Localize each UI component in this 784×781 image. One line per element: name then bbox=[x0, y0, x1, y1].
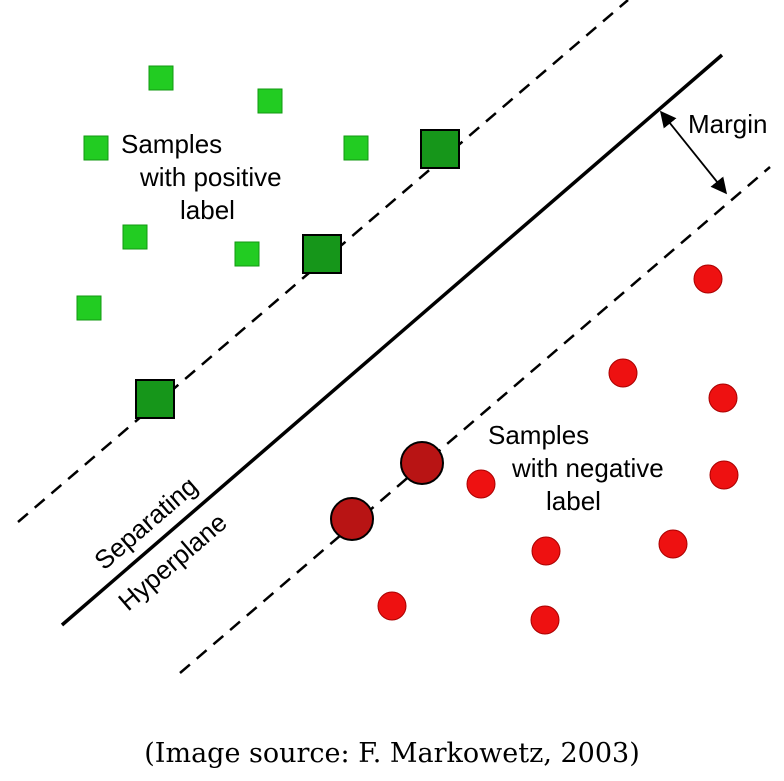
image-source-caption: (Image source: F. Markowetz, 2003) bbox=[144, 738, 639, 769]
positive-sample bbox=[234, 241, 260, 267]
negative-margin-line bbox=[179, 166, 771, 674]
negative-support-vector bbox=[330, 497, 374, 541]
positive-sample bbox=[122, 224, 148, 250]
separating-hyperplane-line bbox=[60, 53, 724, 627]
positive-sample bbox=[257, 88, 283, 114]
negative-sample bbox=[377, 591, 407, 621]
positive-label-line1: Samples bbox=[121, 129, 222, 159]
margin-label: Margin bbox=[688, 109, 767, 139]
positive-label-line2: with positive bbox=[139, 162, 282, 192]
negative-label: Samples with negative label bbox=[488, 420, 671, 516]
positive-support-vector bbox=[302, 234, 342, 274]
negative-label-line2: with negative bbox=[511, 453, 664, 483]
negative-sample bbox=[530, 605, 560, 635]
negative-support-vector bbox=[400, 441, 444, 485]
negative-sample bbox=[709, 460, 739, 490]
negative-label-line3: label bbox=[546, 486, 601, 516]
negative-label-line1: Samples bbox=[488, 420, 589, 450]
positive-sample bbox=[343, 135, 369, 161]
positive-label-line3: label bbox=[180, 195, 235, 225]
negative-sample bbox=[466, 469, 496, 499]
negative-samples bbox=[330, 264, 739, 635]
positive-sample bbox=[76, 295, 102, 321]
positive-samples bbox=[76, 65, 460, 419]
positive-support-vector bbox=[135, 379, 175, 419]
margin-arrow bbox=[659, 110, 728, 195]
negative-sample bbox=[708, 383, 738, 413]
positive-label: Samples with positive label bbox=[121, 129, 289, 225]
negative-sample bbox=[608, 358, 638, 388]
positive-sample bbox=[83, 135, 109, 161]
negative-sample bbox=[531, 536, 561, 566]
positive-support-vector bbox=[420, 129, 460, 169]
positive-sample bbox=[148, 65, 174, 91]
negative-sample bbox=[693, 264, 723, 294]
negative-sample bbox=[658, 529, 688, 559]
